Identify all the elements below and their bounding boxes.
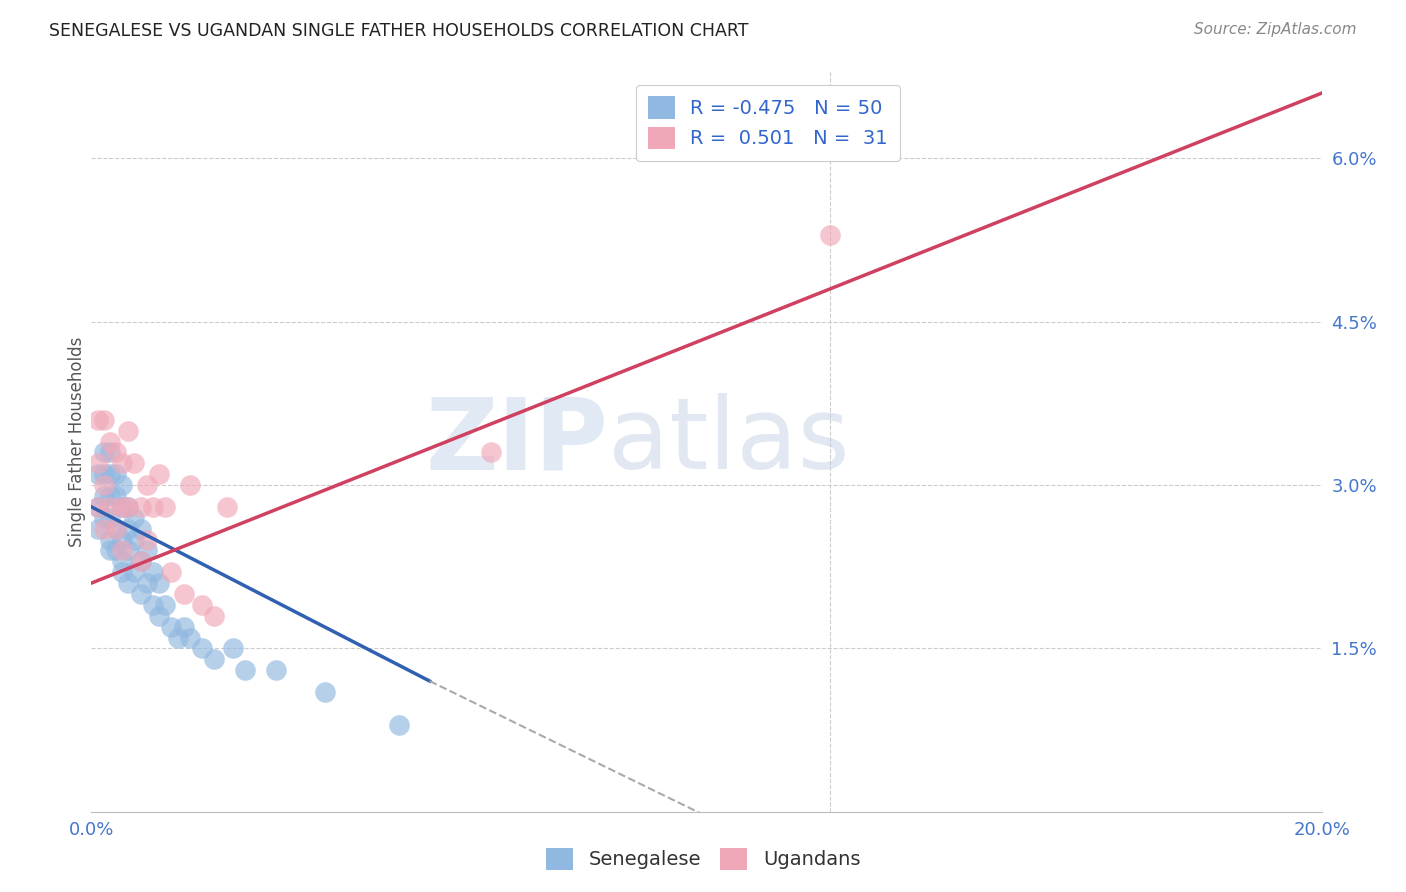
Point: [117, 500, 139, 514]
Point: [117, 522, 139, 536]
Point: [98, 445, 121, 459]
Point: [93, 478, 115, 492]
Point: [202, 608, 225, 623]
Point: [129, 587, 152, 601]
Point: [98, 510, 121, 524]
Point: [215, 500, 238, 514]
Point: [105, 522, 127, 536]
Point: [105, 467, 127, 482]
Point: [93, 467, 115, 482]
Point: [124, 565, 146, 579]
Point: [142, 565, 165, 579]
Point: [173, 619, 195, 633]
Point: [129, 522, 152, 536]
Point: [222, 641, 245, 656]
Point: [117, 543, 139, 558]
Point: [191, 598, 214, 612]
Point: [314, 685, 336, 699]
Point: [135, 478, 157, 492]
Point: [148, 608, 170, 623]
Legend: Senegalese, Ugandans: Senegalese, Ugandans: [537, 839, 869, 878]
Point: [153, 598, 177, 612]
Point: [98, 500, 121, 514]
Point: [117, 424, 139, 438]
Point: [86, 522, 108, 536]
Point: [160, 619, 183, 633]
Point: [124, 510, 146, 524]
Point: [129, 554, 152, 568]
Point: [105, 445, 127, 459]
Point: [117, 500, 139, 514]
Point: [179, 478, 201, 492]
Point: [86, 413, 108, 427]
Point: [148, 467, 170, 482]
Y-axis label: Single Father Households: Single Father Households: [67, 336, 86, 547]
Point: [111, 500, 134, 514]
Point: [111, 565, 134, 579]
Point: [86, 456, 108, 470]
Point: [111, 456, 134, 470]
Point: [98, 434, 121, 449]
Point: [148, 576, 170, 591]
Point: [124, 456, 146, 470]
Point: [111, 478, 134, 492]
Text: Source: ZipAtlas.com: Source: ZipAtlas.com: [1194, 22, 1357, 37]
Point: [202, 652, 225, 666]
Point: [129, 554, 152, 568]
Point: [93, 413, 115, 427]
Point: [111, 554, 134, 568]
Text: ZIP: ZIP: [425, 393, 607, 490]
Point: [129, 500, 152, 514]
Legend: R = -0.475   N = 50, R =  0.501   N =  31: R = -0.475 N = 50, R = 0.501 N = 31: [636, 85, 900, 161]
Point: [86, 500, 108, 514]
Point: [153, 500, 177, 514]
Point: [388, 717, 411, 731]
Text: SENEGALESE VS UGANDAN SINGLE FATHER HOUSEHOLDS CORRELATION CHART: SENEGALESE VS UGANDAN SINGLE FATHER HOUS…: [49, 22, 749, 40]
Point: [191, 641, 214, 656]
Point: [111, 500, 134, 514]
Point: [166, 631, 188, 645]
Point: [98, 489, 121, 503]
Point: [105, 522, 127, 536]
Point: [135, 576, 157, 591]
Point: [86, 500, 108, 514]
Point: [135, 533, 157, 547]
Point: [93, 522, 115, 536]
Point: [98, 533, 121, 547]
Point: [264, 663, 287, 677]
Point: [105, 489, 127, 503]
Point: [93, 445, 115, 459]
Point: [160, 565, 183, 579]
Point: [124, 533, 146, 547]
Point: [818, 227, 841, 242]
Point: [93, 510, 115, 524]
Point: [111, 543, 134, 558]
Point: [98, 467, 121, 482]
Point: [142, 500, 165, 514]
Point: [111, 533, 134, 547]
Point: [479, 445, 502, 459]
Point: [233, 663, 256, 677]
Point: [117, 576, 139, 591]
Point: [98, 543, 121, 558]
Point: [173, 587, 195, 601]
Text: atlas: atlas: [607, 393, 849, 490]
Point: [135, 543, 157, 558]
Point: [105, 543, 127, 558]
Point: [86, 467, 108, 482]
Point: [179, 631, 201, 645]
Point: [142, 598, 165, 612]
Point: [93, 489, 115, 503]
